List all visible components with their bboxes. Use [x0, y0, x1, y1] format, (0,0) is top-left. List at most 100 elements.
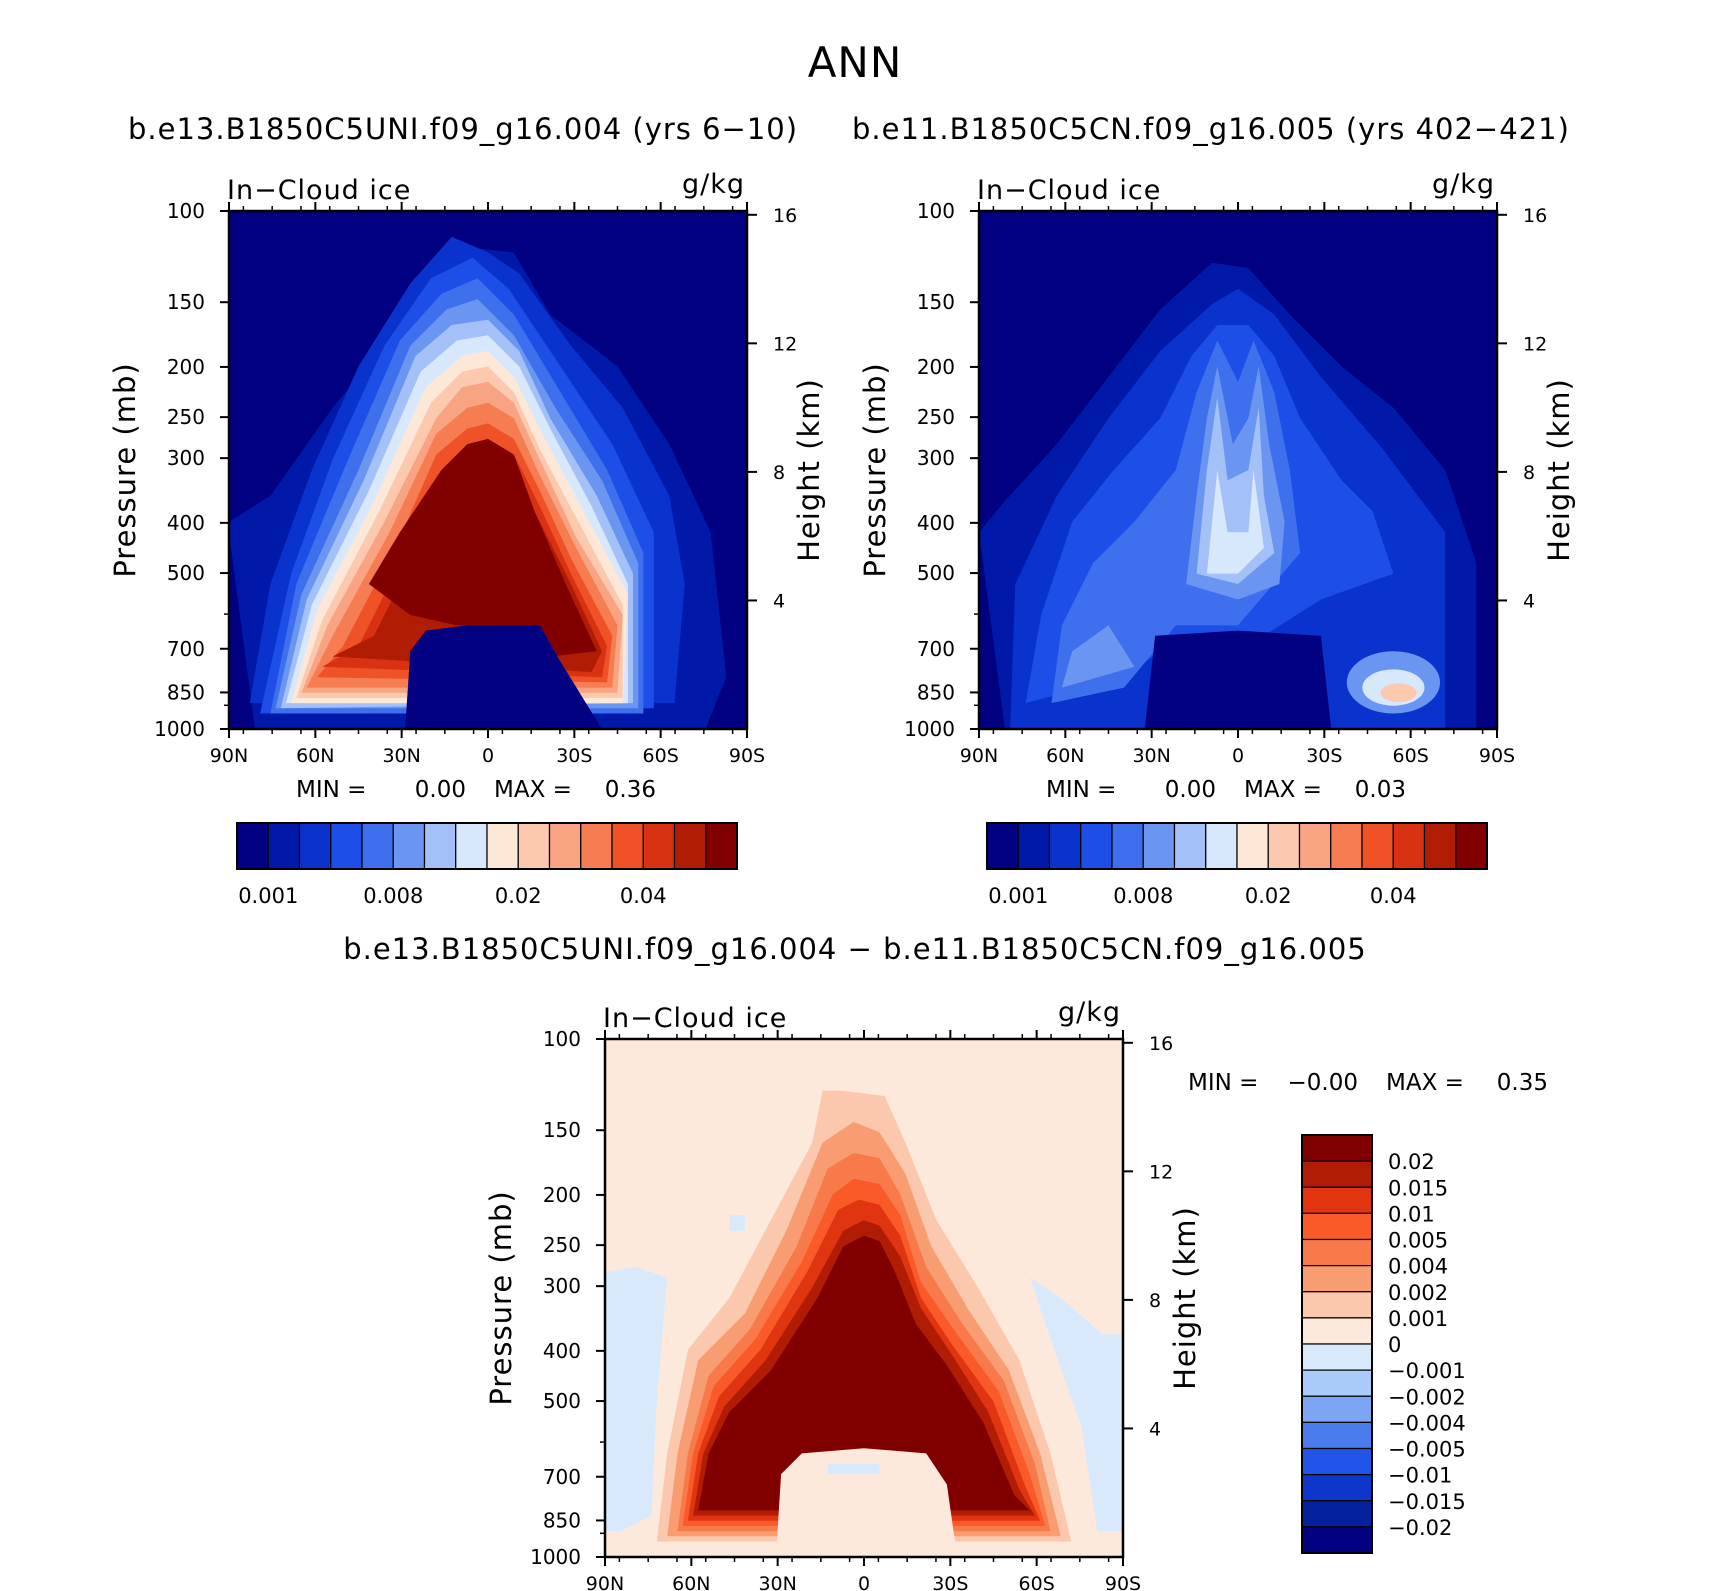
right-colorbar-box-7 [1205, 822, 1238, 870]
left-ytick-label: 500 [167, 561, 205, 585]
diff-xtick-label: 30S [932, 1573, 968, 1591]
left-colorbar-label: 0.001 [238, 884, 298, 908]
right-max-value: 0.03 [1355, 777, 1406, 803]
diff-xtick-label: 60N [672, 1573, 710, 1591]
left-colorbar-box-11 [580, 822, 613, 870]
right-colorbar-box-12 [1361, 822, 1394, 870]
diff-ytick-label: 300 [543, 1274, 581, 1298]
diff-min-label: MIN = [1188, 1070, 1258, 1096]
left-ytick-label: 700 [167, 637, 205, 661]
left-colorbar-label: 0.008 [363, 884, 423, 908]
diff-ytick-label: 150 [543, 1118, 581, 1142]
right-colorbar-box-1 [1017, 822, 1051, 870]
diff-field [605, 1039, 1123, 1557]
left-min-label: MIN = [296, 777, 366, 803]
left-xtick-label: 30S [556, 745, 592, 767]
diff-colorbar-box-5 [1301, 1265, 1373, 1293]
right-colorbar-box-11 [1330, 822, 1363, 870]
diff-colorbar-box-6 [1301, 1291, 1373, 1319]
left-colorbar-box-14 [673, 822, 707, 870]
right-xtick-label: 30S [1306, 745, 1342, 767]
right-ytick-label: 400 [917, 511, 955, 535]
right-colorbar-label: 0.008 [1113, 884, 1173, 908]
left-units-label: g/kg [682, 169, 745, 200]
diff-colorbar-box-2 [1301, 1186, 1373, 1214]
diff-colorbar-box-12 [1301, 1447, 1373, 1476]
right-ytick-label: 700 [917, 637, 955, 661]
diff-ytick-label: 1000 [530, 1545, 581, 1569]
left-panel-subtitle: b.e13.B1850C5UNI.f09_g16.004 (yrs 6−10) [128, 112, 799, 146]
diff-colorbar-box-0 [1301, 1134, 1373, 1162]
diff-colorbar-label: 0.001 [1388, 1307, 1448, 1331]
diff-xtick-label: 0 [858, 1573, 870, 1591]
diff-colorbar-box-10 [1301, 1395, 1373, 1423]
diff-ytick-label: 500 [543, 1389, 581, 1413]
right-xtick-label: 60S [1393, 745, 1429, 767]
diff-colorbar-box-1 [1301, 1160, 1373, 1188]
left-colorbar-box-10 [548, 822, 582, 870]
right-colorbar-box-4 [1111, 822, 1144, 870]
left-lower-tropics-fill [405, 625, 602, 729]
right-y2label: Height (km) [1542, 378, 1576, 562]
diff-colorbar-label: 0.004 [1388, 1255, 1448, 1279]
left-ytick-label: 400 [167, 511, 205, 535]
diff-colorbar-box-9 [1301, 1369, 1373, 1397]
right-ytick-label: 150 [917, 290, 955, 314]
right-colorbar-box-3 [1080, 822, 1113, 870]
right-colorbar-label: 0.04 [1370, 884, 1417, 908]
right-y2tick-label: 12 [1523, 333, 1547, 355]
left-ytick-label: 850 [167, 680, 205, 704]
diff-lower-tropics-fill [775, 1448, 958, 1557]
diff-y2tick-label: 16 [1149, 1033, 1173, 1055]
diff-contour-fill-6 [698, 1235, 1030, 1511]
left-ytick-label: 250 [167, 405, 205, 429]
diff-colorbar-label: −0.015 [1388, 1490, 1466, 1514]
diff-y2label: Height (km) [1168, 1206, 1202, 1390]
right-ytick-label: 1000 [904, 717, 955, 741]
right-min-label: MIN = [1046, 777, 1116, 803]
diff-min-value: −0.00 [1288, 1070, 1358, 1096]
right-ytick-label: 250 [917, 405, 955, 429]
diff-ytick-label: 700 [543, 1465, 581, 1489]
right-contour-fill-7 [1206, 470, 1264, 574]
right-colorbar-box-8 [1236, 822, 1269, 870]
diff-colorbar-label: −0.01 [1388, 1464, 1452, 1488]
diff-colorbar-label: −0.004 [1388, 1411, 1466, 1435]
diff-colorbar-label: −0.001 [1388, 1359, 1466, 1383]
left-colorbar-box-2 [298, 822, 332, 870]
left-ylabel: Pressure (mb) [108, 362, 142, 577]
left-max-label: MAX = [494, 777, 572, 803]
left-contour-fill-level-15 [368, 438, 597, 657]
right-units-label: g/kg [1432, 169, 1495, 200]
left-colorbar-box-1 [267, 822, 301, 870]
left-xtick-label: 90S [729, 745, 765, 767]
right-colorbar-label: 0.02 [1245, 884, 1292, 908]
diff-max-label: MAX = [1386, 1070, 1464, 1096]
diff-y2tick-label: 12 [1149, 1161, 1173, 1183]
left-ytick-label: 200 [167, 355, 205, 379]
left-xtick-label: 0 [482, 745, 494, 767]
right-ytick-label: 100 [917, 199, 955, 223]
right-colorbar-frame [986, 822, 1488, 870]
left-xtick-label: 90N [210, 745, 248, 767]
figure-title: ANN [807, 38, 903, 87]
left-colorbar-box-12 [611, 822, 644, 870]
diff-xtick-label: 90N [586, 1573, 624, 1591]
right-southern-blob-core [1380, 683, 1417, 703]
left-ytick-label: 100 [167, 199, 205, 223]
left-xtick-label: 60N [296, 745, 334, 767]
diff-negative-patch-south [1029, 1277, 1123, 1532]
right-colorbar-box-0 [986, 822, 1019, 870]
diff-ytick-label: 850 [543, 1508, 581, 1532]
left-y2label: Height (km) [792, 378, 826, 562]
diff-ylabel: Pressure (mb) [484, 1190, 518, 1405]
right-contour-fill-3 [1051, 340, 1301, 704]
diff-colorbar-box-13 [1301, 1474, 1373, 1502]
left-colorbar-box-0 [236, 822, 269, 870]
right-panel-subtitle: b.e11.B1850C5CN.f09_g16.005 (yrs 402−421… [852, 112, 1570, 146]
right-ytick-label: 300 [917, 446, 955, 470]
left-colorbar-box-13 [642, 822, 676, 870]
diff-colorbar-box-4 [1301, 1238, 1373, 1267]
